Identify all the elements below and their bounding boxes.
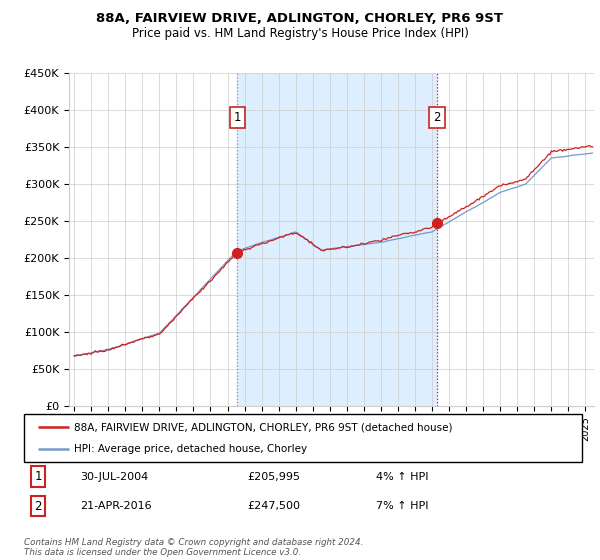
Text: Price paid vs. HM Land Registry's House Price Index (HPI): Price paid vs. HM Land Registry's House … bbox=[131, 27, 469, 40]
Text: 2: 2 bbox=[34, 500, 42, 513]
Bar bbox=[238, 73, 437, 406]
Text: 88A, FAIRVIEW DRIVE, ADLINGTON, CHORLEY, PR6 9ST: 88A, FAIRVIEW DRIVE, ADLINGTON, CHORLEY,… bbox=[97, 12, 503, 25]
Text: £205,995: £205,995 bbox=[247, 472, 300, 482]
Text: 4% ↑ HPI: 4% ↑ HPI bbox=[376, 472, 428, 482]
Text: 21-APR-2016: 21-APR-2016 bbox=[80, 501, 151, 511]
Text: 2: 2 bbox=[434, 111, 441, 124]
Text: HPI: Average price, detached house, Chorley: HPI: Average price, detached house, Chor… bbox=[74, 444, 307, 454]
Text: 30-JUL-2004: 30-JUL-2004 bbox=[80, 472, 148, 482]
Text: 7% ↑ HPI: 7% ↑ HPI bbox=[376, 501, 428, 511]
Text: Contains HM Land Registry data © Crown copyright and database right 2024.
This d: Contains HM Land Registry data © Crown c… bbox=[24, 538, 364, 557]
Text: 1: 1 bbox=[233, 111, 241, 124]
Text: 1: 1 bbox=[34, 470, 42, 483]
Text: £247,500: £247,500 bbox=[247, 501, 300, 511]
Text: 88A, FAIRVIEW DRIVE, ADLINGTON, CHORLEY, PR6 9ST (detached house): 88A, FAIRVIEW DRIVE, ADLINGTON, CHORLEY,… bbox=[74, 422, 453, 432]
